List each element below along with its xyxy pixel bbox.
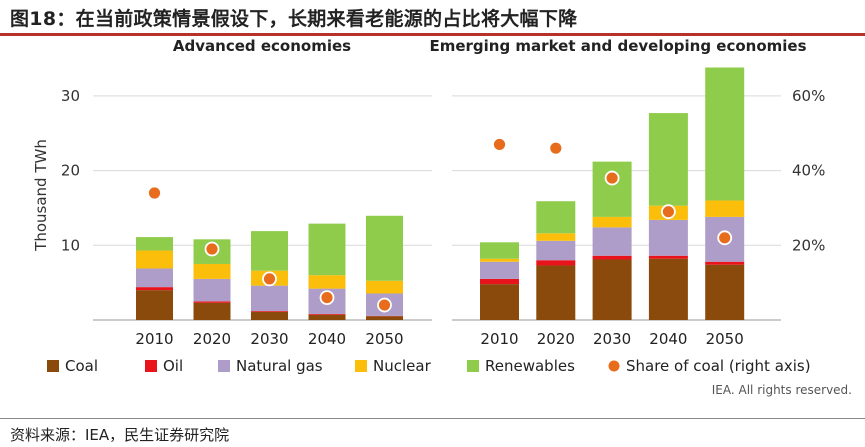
legend-label: Nuclear — [373, 357, 432, 375]
share-of-coal-dot — [492, 137, 507, 152]
bar-segment-coal — [480, 284, 519, 320]
panel-title: Advanced economies — [173, 37, 351, 55]
bar-segment-coal — [536, 265, 576, 320]
x-tick-label: 2010 — [480, 330, 518, 348]
legend-swatch-oil — [145, 360, 157, 372]
bar-segment-coal — [308, 314, 346, 320]
bar-segment-renewables — [251, 231, 288, 271]
legend-marker-share-of-coal — [608, 360, 620, 372]
bar-segment-oil — [251, 311, 288, 312]
bar-segment-renewables — [480, 242, 519, 259]
title-rule — [0, 33, 865, 36]
share-of-coal-dot — [717, 230, 733, 246]
legend: Coal Oil Natural gas Nuclear Renewables Share… — [47, 357, 811, 375]
bar-segment-oil — [648, 255, 688, 259]
bar-segment-nuclear — [480, 258, 519, 262]
y-axis-title: Thousand TWh — [32, 139, 50, 252]
x-tick-label: 2050 — [365, 330, 403, 348]
bar-segment-coal — [705, 264, 745, 320]
legend-label: Oil — [163, 357, 183, 375]
bar-segment-coal — [648, 258, 688, 320]
bar-segment-natural-gas — [480, 261, 519, 279]
share-of-coal-dot — [377, 297, 392, 313]
share-of-coal-dot — [204, 241, 220, 257]
bar-segment-natural-gas — [136, 268, 173, 288]
bar-segment-renewables — [366, 215, 403, 281]
bar-segment-nuclear — [536, 233, 576, 241]
bar-segment-nuclear — [136, 250, 173, 269]
bar-segment-renewables — [536, 201, 576, 234]
source-note: 资料来源：IEA，民生证券研究院 — [10, 426, 230, 444]
share-of-coal-dot — [604, 170, 620, 186]
figure-title: 图18：在当前政策情景假设下，长期来看老能源的占比将大幅下降 — [10, 8, 578, 30]
legend-swatch-renewables — [467, 360, 479, 372]
bar-segment-natural-gas — [251, 285, 288, 312]
bar-segment-coal — [592, 259, 632, 320]
share-of-coal-dot — [661, 204, 676, 220]
y2-tick-label: 60% — [792, 87, 825, 105]
x-tick-label: 2040 — [649, 330, 687, 348]
bar-segment-nuclear — [308, 275, 346, 289]
panel-advanced: Advanced economies 2010 2020 2030 2040 2050 — [93, 37, 432, 348]
panel-title: Emerging market and developing economies — [429, 37, 806, 55]
panel-emerging: Emerging market and developing economies… — [429, 37, 806, 348]
bar-segment-nuclear — [366, 280, 403, 294]
legend-label: Share of coal (right axis) — [626, 357, 811, 375]
x-tick-label: 2050 — [706, 330, 744, 348]
bar-segment-coal — [136, 290, 173, 320]
bar-segment-renewables — [705, 67, 745, 201]
legend-label: Renewables — [485, 357, 575, 375]
bar-segment-natural-gas — [193, 278, 231, 302]
bar-segment-nuclear — [592, 216, 632, 228]
bar-segment-natural-gas — [648, 219, 688, 256]
bar-segment-renewables — [308, 223, 346, 276]
source-rule — [0, 418, 865, 419]
bar-segment-nuclear — [193, 263, 231, 279]
legend-swatch-nuclear — [355, 360, 367, 372]
bar-segment-renewables — [136, 237, 173, 251]
legend-label: Natural gas — [236, 357, 323, 375]
x-tick-label: 2040 — [308, 330, 346, 348]
bar-segment-coal — [366, 316, 403, 320]
copyright-note: IEA. All rights reserved. — [712, 383, 852, 397]
share-of-coal-dot — [147, 185, 162, 201]
bar-segment-natural-gas — [592, 227, 632, 256]
bar-segment-renewables — [648, 113, 688, 206]
x-tick-label: 2030 — [250, 330, 288, 348]
x-tick-label: 2020 — [537, 330, 575, 348]
bar-segment-oil — [536, 260, 576, 266]
bar-segment-renewables — [592, 161, 632, 217]
bar-segment-oil — [705, 261, 745, 265]
y2-tick-label: 20% — [792, 236, 825, 254]
y2-tick-label: 40% — [792, 162, 825, 180]
bar-segment-natural-gas — [536, 240, 576, 261]
bar-segment-nuclear — [705, 200, 745, 217]
y-tick-label: 20 — [61, 162, 80, 180]
y-tick-label: 30 — [61, 87, 80, 105]
legend-swatch-coal — [47, 360, 59, 372]
bar-segment-oil — [136, 287, 173, 291]
share-of-coal-dot — [319, 290, 335, 305]
legend-label: Coal — [65, 357, 98, 375]
bar-segment-oil — [308, 314, 346, 315]
x-tick-label: 2010 — [135, 330, 173, 348]
share-of-coal-dot — [548, 140, 564, 156]
legend-swatch-natural-gas — [218, 360, 230, 372]
bar-segment-coal — [193, 302, 231, 320]
bar-segment-oil — [480, 278, 519, 285]
bar-segment-oil — [592, 255, 632, 260]
axes: 10 20 30 20% 40% 60% Thousand TWh — [32, 87, 825, 254]
x-tick-label: 2030 — [593, 330, 631, 348]
share-of-coal-dot — [262, 271, 277, 287]
bar-segment-oil — [193, 301, 231, 303]
x-tick-label: 2020 — [193, 330, 231, 348]
bar-segment-coal — [251, 311, 288, 320]
y-tick-label: 10 — [61, 236, 80, 254]
